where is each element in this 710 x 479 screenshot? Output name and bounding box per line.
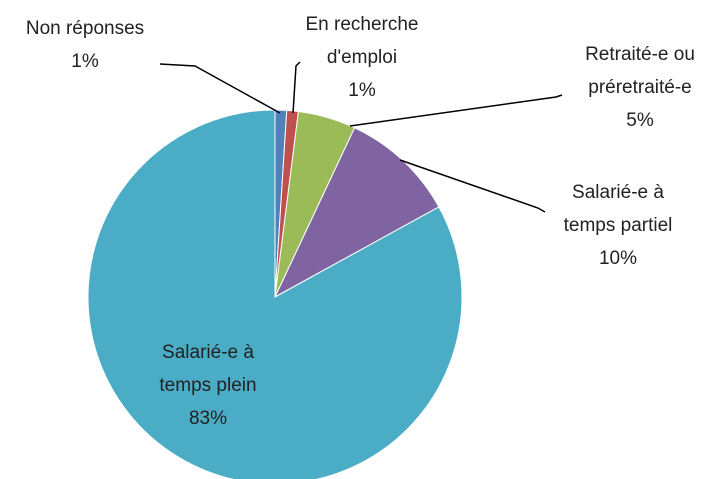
data-label: Retraité-e ou préretraité-e 5% [573,38,708,137]
category-label: Non réponses [25,18,145,39]
leader-line [349,94,563,127]
pie-slice [87,109,463,479]
leader-line [159,63,281,114]
leader-line [399,159,546,213]
category-label: En recherche d'emploi [305,14,419,68]
leader-line [292,61,301,114]
category-label: Salarié-e à temps partiel [563,182,673,236]
data-label: En recherche d'emploi 1% [297,8,427,107]
category-label: Retraité-e ou préretraité-e [585,44,695,98]
data-label: Non réponses 1% [0,12,170,78]
data-label: Salarié-e à temps partiel 10% [556,176,681,275]
value-label: 5% [626,110,654,131]
value-label: 1% [348,80,376,101]
value-label: 83% [188,408,228,429]
value-label: 10% [598,248,638,269]
value-label: 1% [71,51,99,72]
category-label: Salarié-e à temps plein [159,342,257,396]
data-label: Salarié-e à temps plein 83% [146,336,271,435]
